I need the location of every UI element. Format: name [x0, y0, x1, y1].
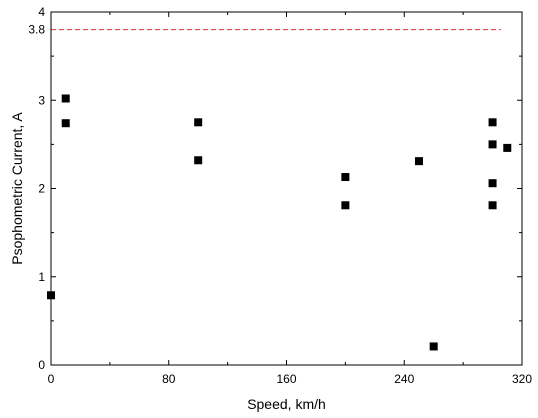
data-point	[488, 201, 497, 210]
y-tick-label: 1	[38, 270, 45, 284]
y-axis-title: Psophometric Current, A	[9, 112, 25, 265]
x-tick-label: 240	[394, 372, 414, 386]
y-tick-label: 4	[38, 5, 45, 19]
x-axis-title: Speed, km/h	[247, 396, 326, 412]
x-tick-label: 160	[276, 372, 296, 386]
data-point	[61, 94, 70, 103]
y-tick-label: 2	[38, 182, 45, 196]
y-tick-label: 0	[38, 358, 45, 372]
data-point	[341, 201, 350, 210]
y-tick-label: 3	[38, 93, 45, 107]
tick-labels: 0 80 160 240 320 0 1 2 3 4 3.8	[28, 5, 532, 386]
data-point	[194, 118, 203, 127]
x-tick-label: 80	[162, 372, 176, 386]
data-point	[341, 173, 350, 182]
data-point	[488, 140, 497, 149]
data-point	[429, 342, 438, 351]
data-point	[61, 119, 70, 128]
data-point	[503, 143, 512, 152]
x-tick-label: 320	[512, 372, 532, 386]
data-points	[47, 94, 512, 351]
axis-ticks	[50, 11, 523, 366]
data-point	[488, 118, 497, 127]
reference-line-label: 3.8	[28, 23, 45, 37]
data-point	[194, 156, 203, 165]
data-point	[488, 179, 497, 188]
x-tick-label: 0	[48, 372, 55, 386]
plot-area-frame	[50, 11, 523, 366]
data-point	[414, 157, 423, 166]
